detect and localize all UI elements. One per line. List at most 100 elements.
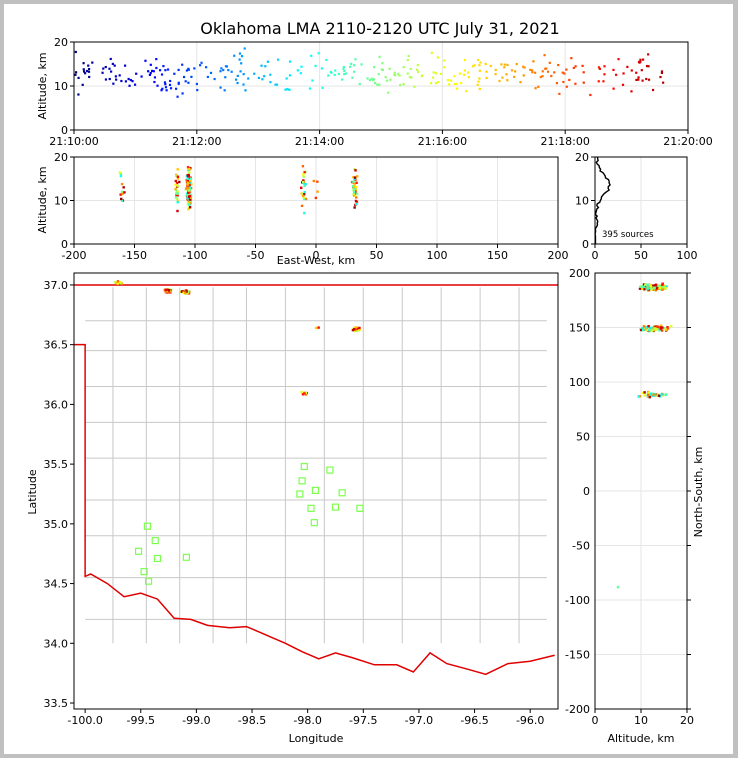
source-point	[186, 187, 190, 190]
source-point	[176, 184, 179, 188]
source-point	[224, 76, 227, 79]
source-point	[456, 87, 459, 90]
source-point	[301, 393, 305, 396]
plan-view-map-panel: -100.0 -99.5 -99.0 -98.5 -98.0 -97.5 -97.0 -96.…	[26, 272, 559, 745]
source-point	[642, 285, 645, 289]
source-point	[437, 81, 440, 84]
source-point	[541, 75, 544, 78]
source-point	[288, 60, 292, 63]
source-point	[645, 283, 648, 287]
lma-station	[151, 536, 159, 545]
source-point	[353, 185, 356, 188]
source-point	[354, 196, 358, 199]
time-axis-tick-label: 21:16:00	[418, 135, 467, 148]
source-point	[453, 75, 456, 78]
source-point	[187, 207, 190, 211]
source-point	[603, 65, 606, 68]
source-point	[140, 75, 143, 78]
source-point	[238, 52, 242, 55]
source-point	[314, 326, 318, 330]
source-point	[413, 85, 416, 88]
source-point	[350, 62, 353, 65]
source-point	[317, 326, 320, 329]
source-point	[174, 196, 178, 199]
source-point	[553, 71, 556, 74]
source-point	[121, 192, 124, 196]
source-point	[302, 180, 305, 184]
northsouth-tick-label: -150	[565, 649, 590, 662]
source-point	[377, 73, 380, 76]
source-point	[478, 64, 481, 67]
source-point	[188, 290, 191, 293]
source-point	[238, 58, 241, 61]
source-point	[223, 89, 226, 92]
source-point	[665, 285, 668, 288]
source-point	[450, 79, 453, 82]
source-point	[174, 187, 177, 191]
northsouth-tick-label: -200	[565, 703, 590, 716]
source-point	[165, 288, 168, 292]
source-point	[308, 87, 312, 90]
altitude-eastwest-panel: -200 -150 -100 -50 0 50 100 150 200 0 10 20 Altitud…	[36, 151, 569, 267]
source-point	[641, 58, 645, 61]
source-point	[263, 75, 266, 78]
altitude-axis-3-tick-label: 20	[575, 151, 589, 164]
source-point	[187, 179, 190, 182]
source-point	[420, 74, 423, 78]
source-point	[352, 192, 355, 196]
source-point	[303, 197, 306, 201]
source-point	[164, 86, 168, 89]
source-point	[515, 62, 518, 66]
source-point	[434, 81, 438, 85]
source-point	[301, 165, 305, 168]
source-point	[189, 177, 193, 180]
source-point	[275, 83, 279, 86]
source-point	[637, 395, 640, 398]
source-point	[155, 58, 158, 61]
source-point	[660, 393, 663, 396]
source-point	[353, 183, 356, 187]
lma-station	[356, 504, 364, 512]
source-point	[200, 61, 203, 64]
source-point	[478, 69, 481, 72]
northsouth-tick-label: -50	[572, 540, 590, 553]
source-point	[555, 81, 559, 85]
source-point	[616, 585, 620, 589]
source-point	[647, 283, 650, 287]
source-point	[479, 61, 482, 64]
source-point	[581, 64, 584, 67]
count-axis-tick-label: 100	[677, 249, 698, 262]
source-point	[356, 327, 359, 331]
source-point	[185, 187, 188, 190]
source-point	[113, 64, 116, 67]
source-point	[501, 76, 504, 79]
source-point	[167, 290, 171, 293]
source-point	[612, 87, 615, 90]
source-point	[660, 329, 664, 332]
source-point	[522, 65, 525, 68]
source-point	[166, 68, 170, 71]
source-point	[300, 390, 303, 394]
source-point	[637, 78, 640, 81]
source-point	[187, 174, 190, 177]
source-point	[75, 71, 78, 74]
source-point	[185, 192, 189, 195]
source-point	[356, 329, 360, 332]
source-point	[274, 83, 277, 86]
source-point	[257, 76, 260, 80]
source-point	[355, 181, 358, 185]
source-point	[91, 61, 94, 64]
source-point	[149, 71, 152, 75]
source-point	[354, 199, 358, 203]
source-point	[398, 74, 401, 77]
source-point	[460, 81, 463, 85]
altitude-axis-3-tick-label: 10	[575, 195, 589, 208]
source-point	[439, 72, 443, 76]
source-point	[513, 75, 516, 79]
source-point	[353, 329, 356, 333]
source-point	[165, 89, 168, 92]
eastwest-axis-tick-label: -150	[122, 249, 147, 262]
source-point	[104, 78, 108, 81]
source-point	[630, 90, 633, 93]
source-point	[500, 63, 503, 66]
